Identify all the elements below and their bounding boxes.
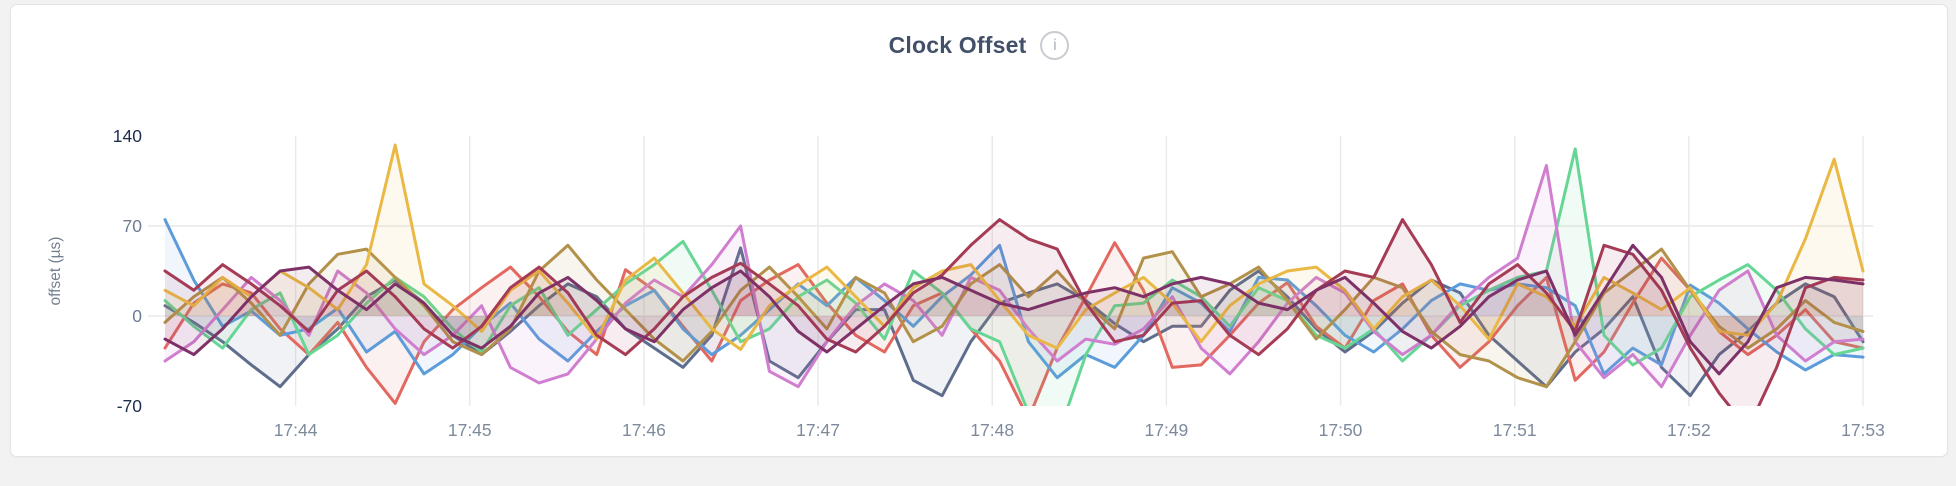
y-axis-title: offset (µs) <box>47 237 64 306</box>
series-area-salmon <box>165 242 1863 406</box>
series-line-maroon <box>163 218 1865 406</box>
x-tick-label: 17:53 <box>1841 420 1885 440</box>
clock-offset-card: Clock Offset i 17:44 17:45 17:46 17:47 17:48… <box>10 4 1948 457</box>
y-tick-label: 70 <box>123 216 143 236</box>
series-line-salmon <box>163 241 1865 406</box>
series-area-gold <box>165 145 1863 350</box>
series-line-plum <box>163 243 1865 376</box>
x-tick-label: 17:52 <box>1667 420 1711 440</box>
y-tick-label: 0 <box>132 306 142 326</box>
clock-offset-chart[interactable]: 17:44 17:45 17:46 17:47 17:48 17:49 17:50 17:51… <box>11 5 1947 456</box>
y-tick-label: 140 <box>113 126 142 146</box>
x-tick-label: 17:45 <box>448 420 492 440</box>
x-tick-label: 17:48 <box>970 420 1014 440</box>
y-tick-label: -70 <box>117 396 143 416</box>
x-tick-label: 17:51 <box>1493 420 1537 440</box>
x-tick-label: 17:44 <box>274 420 318 440</box>
x-tick-label: 17:50 <box>1319 420 1363 440</box>
x-tick-label: 17:46 <box>622 420 666 440</box>
series-line-orchid <box>163 164 1865 389</box>
series-line-khaki <box>163 243 1865 389</box>
x-tick-label: 17:47 <box>796 420 840 440</box>
plot-hover-area[interactable] <box>165 136 1863 406</box>
series-line-green <box>163 147 1865 406</box>
info-icon[interactable]: i <box>1040 31 1070 60</box>
x-tick-label: 17:49 <box>1144 420 1188 440</box>
series-area-maroon <box>165 219 1863 406</box>
